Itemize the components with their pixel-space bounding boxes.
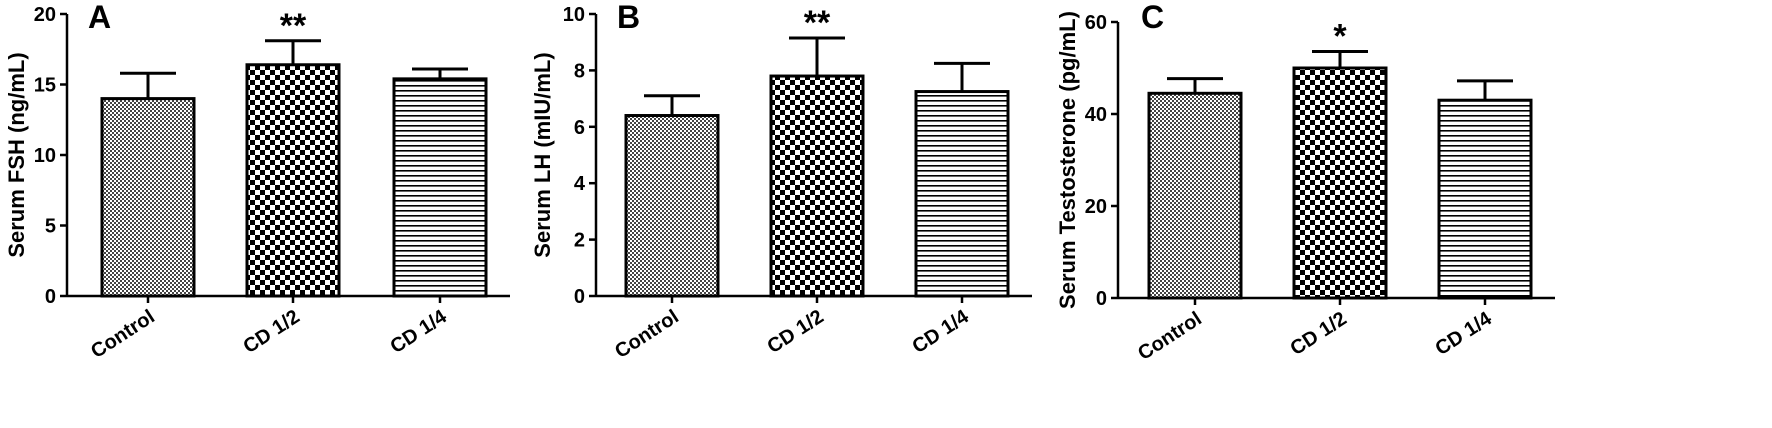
y-tick-label: 40 (1085, 104, 1107, 126)
bar (1292, 66, 1388, 300)
y-tick-label: 10 (34, 145, 56, 167)
y-tick-label: 0 (1096, 288, 1107, 310)
bar (914, 90, 1010, 298)
y-tick-label: 5 (45, 216, 56, 238)
y-axis-label: Serum Testosterone (pg/mL) (1055, 11, 1080, 309)
y-tick-label: 0 (45, 286, 56, 308)
y-tick-label: 2 (574, 230, 585, 252)
bar (769, 74, 865, 298)
x-tick-label: CD 1/4 (387, 305, 452, 358)
significance-marker: * (1333, 17, 1347, 55)
significance-marker: ** (280, 7, 307, 45)
x-tick-label: CD 1/2 (1287, 308, 1351, 360)
bar (392, 77, 488, 298)
x-tick-label: Control (87, 306, 159, 363)
y-tick-label: 8 (574, 60, 585, 82)
panel-letter: A (88, 0, 111, 35)
y-tick-label: 20 (34, 4, 56, 26)
bar (100, 97, 196, 298)
panel-b: 0 2 4 6 8 10 Serum LH (mIU/mL) B Control ** CD 1/2… (530, 0, 1032, 363)
x-tick-label: CD 1/2 (240, 306, 304, 358)
bar (245, 63, 341, 298)
y-tick-label: 6 (574, 117, 585, 139)
x-tick-label: CD 1/2 (764, 306, 828, 358)
bar (1147, 91, 1243, 300)
y-tick-label: 10 (563, 4, 585, 26)
y-tick-label: 0 (574, 286, 585, 308)
y-tick-label: 15 (34, 75, 56, 97)
panel-a: 0 5 10 15 20 Serum FSH (ng/mL) A Control ** CD 1/… (4, 0, 510, 363)
x-tick-label: Control (1134, 308, 1206, 365)
panel-letter: C (1141, 0, 1164, 35)
panel-letter: B (617, 0, 640, 35)
bar (1437, 98, 1533, 300)
bar (624, 114, 720, 298)
x-tick-label: CD 1/4 (1432, 307, 1497, 360)
y-tick-label: 60 (1085, 12, 1107, 34)
x-tick-label: Control (611, 306, 683, 363)
y-axis-label: Serum FSH (ng/mL) (4, 52, 29, 257)
y-tick-label: 4 (574, 173, 586, 195)
x-tick-label: CD 1/4 (909, 305, 974, 358)
y-tick-label: 20 (1085, 196, 1107, 218)
significance-marker: ** (804, 4, 831, 42)
y-axis-label: Serum LH (mIU/mL) (530, 52, 555, 257)
